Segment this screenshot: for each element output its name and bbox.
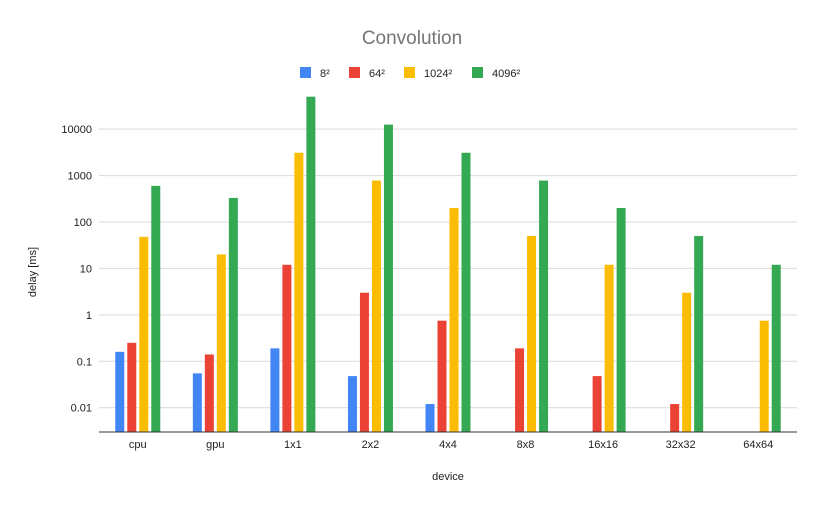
bar: [670, 404, 680, 432]
bar: [616, 208, 626, 432]
x-tick-label: 4x4: [439, 439, 457, 451]
bar: [694, 235, 704, 432]
bar: [771, 264, 781, 432]
bar: [682, 292, 692, 432]
x-tick-label: cpu: [129, 439, 147, 451]
legend-swatch: [472, 67, 483, 78]
y-tick-label: 10000: [61, 124, 92, 136]
bar: [437, 320, 447, 432]
x-tick-label: 1x1: [284, 439, 302, 451]
legend-swatch: [300, 67, 311, 78]
y-axis-label: delay [ms]: [27, 247, 39, 297]
legend-label: 4096²: [492, 68, 520, 80]
bar: [592, 376, 602, 432]
gridlines: [99, 128, 797, 409]
bar: [139, 236, 149, 432]
legend-label: 8²: [320, 68, 330, 80]
x-tick-label: 8x8: [517, 439, 535, 451]
bar: [359, 292, 369, 432]
bar: [282, 264, 292, 432]
bar: [192, 373, 202, 432]
y-tick-label: 0.1: [77, 356, 92, 368]
legend-label: 1024²: [424, 68, 452, 80]
bar: [371, 180, 381, 432]
bar: [294, 152, 304, 432]
bar: [127, 342, 137, 432]
bar: [151, 185, 161, 432]
legend-swatch: [404, 67, 415, 78]
bar: [383, 124, 393, 433]
bar: [515, 348, 525, 432]
legend: 8² 64² 1024² 4096²: [300, 67, 520, 80]
bar: [461, 152, 471, 432]
bars: [115, 96, 781, 433]
bar: [115, 351, 125, 432]
x-tick-label: 2x2: [362, 439, 380, 451]
bar: [347, 376, 357, 432]
bar: [527, 235, 537, 432]
x-tick-label: 32x32: [666, 439, 696, 451]
x-axis-ticks: cpu gpu 1x1 2x2 4x4 8x8 16x16 32x32 64x64: [129, 439, 773, 451]
bar: [759, 320, 769, 432]
x-tick-label: 64x64: [743, 439, 773, 451]
bar: [425, 404, 435, 432]
legend-label: 64²: [369, 68, 385, 80]
bar: [204, 354, 214, 432]
bar: [216, 254, 226, 432]
bar: [449, 208, 459, 432]
y-tick-label: 0.01: [71, 403, 92, 415]
bar: [228, 197, 238, 432]
bar: [604, 264, 614, 432]
x-tick-label: 16x16: [588, 439, 618, 451]
y-tick-label: 1: [86, 310, 92, 322]
y-tick-label: 10: [80, 263, 92, 275]
y-tick-label: 100: [74, 217, 92, 229]
y-tick-label: 1000: [68, 171, 92, 183]
x-axis-label: device: [432, 471, 464, 483]
bar: [539, 180, 549, 432]
bar: [306, 96, 316, 433]
bar: [270, 348, 280, 432]
x-tick-label: gpu: [206, 439, 224, 451]
y-axis-ticks: 0.01 0.1 1 10 100 1000 10000: [61, 124, 92, 415]
legend-swatch: [349, 67, 360, 78]
chart-title: Convolution: [362, 28, 462, 49]
